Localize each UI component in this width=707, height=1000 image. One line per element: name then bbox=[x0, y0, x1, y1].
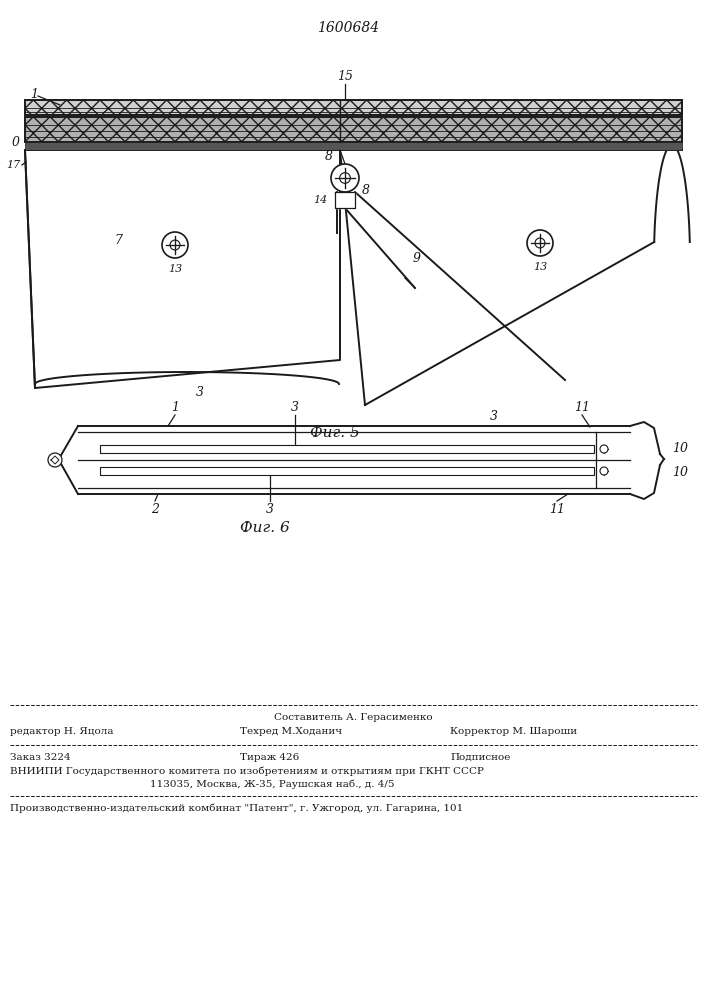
Text: 13: 13 bbox=[533, 262, 547, 272]
Text: 3: 3 bbox=[196, 386, 204, 399]
Text: 15: 15 bbox=[337, 70, 353, 83]
Text: Тираж 426: Тираж 426 bbox=[240, 752, 299, 762]
Bar bbox=[25, 100, 682, 115]
Text: 14: 14 bbox=[312, 195, 327, 205]
Text: 1600684: 1600684 bbox=[317, 21, 379, 35]
Bar bbox=[25, 117, 682, 142]
Bar bbox=[25, 142, 682, 150]
Text: 2: 2 bbox=[151, 503, 159, 516]
Text: 9: 9 bbox=[413, 251, 421, 264]
Text: Составитель А. Герасименко: Составитель А. Герасименко bbox=[274, 712, 432, 722]
Text: Заказ 3224: Заказ 3224 bbox=[10, 752, 71, 762]
Text: 11: 11 bbox=[574, 401, 590, 414]
Text: 113035, Москва, Ж-35, Раушская наб., д. 4/5: 113035, Москва, Ж-35, Раушская наб., д. … bbox=[150, 779, 395, 789]
Circle shape bbox=[162, 232, 188, 258]
Text: ВНИИПИ Государственного комитета по изобретениям и открытиям при ГКНТ СССР: ВНИИПИ Государственного комитета по изоб… bbox=[10, 766, 484, 776]
Bar bbox=[100, 467, 594, 475]
Text: 8: 8 bbox=[325, 150, 333, 163]
Text: Производственно-издательский комбинат "Патент", г. Ужгород, ул. Гагарина, 101: Производственно-издательский комбинат "П… bbox=[10, 803, 463, 813]
Polygon shape bbox=[25, 150, 340, 388]
Text: 1: 1 bbox=[30, 88, 38, 101]
Text: Фиг. 5: Фиг. 5 bbox=[310, 426, 360, 440]
Circle shape bbox=[331, 164, 359, 192]
Text: 7: 7 bbox=[114, 233, 122, 246]
Bar bbox=[100, 445, 594, 453]
Text: 11: 11 bbox=[549, 503, 565, 516]
Circle shape bbox=[600, 445, 608, 453]
Text: Техред М.Ходанич: Техред М.Ходанич bbox=[240, 728, 342, 736]
Polygon shape bbox=[340, 145, 690, 405]
Text: 10: 10 bbox=[672, 466, 688, 479]
Text: 17: 17 bbox=[6, 160, 20, 170]
Text: 3: 3 bbox=[291, 401, 299, 414]
Circle shape bbox=[527, 230, 553, 256]
Text: 1: 1 bbox=[171, 401, 179, 414]
Text: Корректор М. Шароши: Корректор М. Шароши bbox=[450, 728, 577, 736]
Text: 3: 3 bbox=[266, 503, 274, 516]
Text: 10: 10 bbox=[672, 442, 688, 454]
Text: Подписное: Подписное bbox=[450, 752, 510, 762]
Text: редактор Н. Яцола: редактор Н. Яцола bbox=[10, 728, 114, 736]
Text: Фиг. 6: Фиг. 6 bbox=[240, 521, 290, 535]
Text: 3: 3 bbox=[490, 410, 498, 423]
Text: 0: 0 bbox=[12, 136, 20, 149]
Circle shape bbox=[600, 467, 608, 475]
Text: 8: 8 bbox=[362, 184, 370, 196]
Text: 13: 13 bbox=[168, 264, 182, 274]
Circle shape bbox=[48, 453, 62, 467]
Polygon shape bbox=[335, 192, 355, 208]
